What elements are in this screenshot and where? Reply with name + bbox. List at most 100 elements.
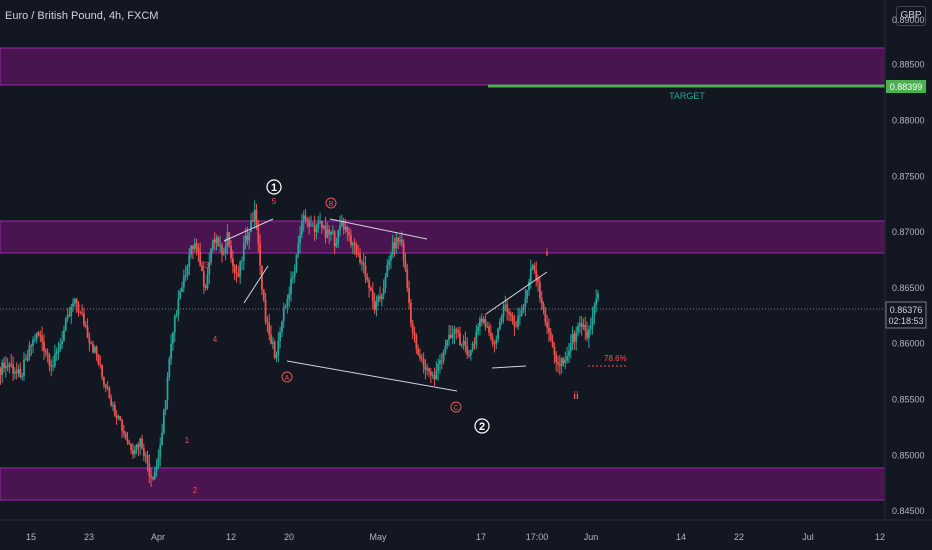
candle-up (453, 329, 456, 335)
candle-up (241, 260, 243, 262)
wave-a-label: A (285, 375, 290, 382)
candle-up (63, 330, 65, 341)
candle-down (37, 332, 40, 335)
candle-up (330, 232, 332, 235)
candle-up (239, 261, 242, 277)
candle-down (217, 237, 220, 247)
candle-down (586, 330, 589, 339)
candle-up (1, 362, 4, 375)
candle-down (557, 362, 559, 365)
price-tick-label: 0.85500 (892, 394, 925, 404)
candle-up (377, 296, 380, 302)
candle-up (66, 314, 69, 320)
candle-up (360, 262, 363, 264)
zones-layer (0, 47, 886, 501)
candle-up (502, 306, 505, 317)
candle-up (322, 225, 325, 229)
candle-up (170, 343, 173, 360)
time-tick-label: 14 (676, 532, 686, 542)
price-tick-label: 0.84500 (892, 506, 925, 516)
bar-countdown-text: 02:18:53 (888, 316, 923, 326)
candle-down (484, 319, 487, 327)
candle-down (50, 365, 53, 367)
candle-up (72, 303, 74, 307)
wave-1-channel-upper[interactable] (223, 218, 274, 242)
wave-2-channel-upper[interactable] (329, 218, 428, 240)
wave-1-primary-circle (266, 179, 282, 195)
candle-up (161, 432, 163, 445)
candle-down (508, 311, 510, 314)
wave-c-circle (450, 401, 462, 413)
wave-2-channel-lower[interactable] (286, 360, 458, 392)
candle-down (237, 273, 240, 277)
candle-up (462, 341, 465, 344)
wave-a-circle (281, 371, 293, 383)
candle-up (337, 230, 340, 244)
price-axis[interactable]: 0.89000 0.88500 0.88000 0.87500 0.87000 0.86… (884, 0, 927, 520)
candle-down (195, 243, 198, 248)
candle-down (121, 420, 123, 431)
candle-down (457, 330, 460, 333)
candle-down (90, 343, 93, 345)
candle-up (164, 400, 167, 411)
candle-up (335, 243, 338, 247)
candle-down (422, 359, 425, 367)
candle-down (324, 225, 327, 238)
sub-wave-channel-upper[interactable] (485, 271, 548, 315)
candle-up (282, 307, 285, 322)
candle-up (23, 359, 25, 376)
price-tick-label: 0.87000 (892, 227, 925, 237)
candle-down (368, 280, 371, 288)
candle-up (208, 262, 211, 275)
candle-up (222, 252, 225, 255)
candle-up (173, 315, 176, 333)
candle-up (380, 294, 383, 300)
candle-up (215, 237, 218, 243)
candle-up (442, 352, 445, 361)
candle-down (455, 329, 458, 331)
candle-up (57, 349, 60, 352)
candle-up (210, 248, 212, 263)
candle-up (522, 307, 525, 311)
candle-down (362, 262, 365, 266)
candle-down (373, 300, 376, 311)
target-label: TARGET (669, 91, 705, 101)
wave-1-channel-lower[interactable] (243, 265, 269, 304)
candle-up (582, 324, 585, 327)
candle-down (251, 220, 254, 222)
candle-down (549, 332, 552, 341)
candle-down (342, 220, 345, 230)
candle-up (439, 360, 441, 365)
candle-up (64, 319, 67, 331)
candle-down (262, 289, 265, 300)
candle-down (259, 243, 262, 266)
candle-down (473, 343, 476, 345)
wave-1-primary-label: 1 (271, 182, 277, 194)
time-axis[interactable]: 15 23 Apr 12 20 May 17 17:00 Jun 14 22 Jul 12 (0, 519, 932, 542)
candle-down (130, 444, 133, 451)
time-tick-label: May (369, 532, 387, 542)
candle-up (593, 305, 596, 316)
currency-badge[interactable]: GBP (896, 6, 926, 26)
sub-wave-channel-lower[interactable] (491, 365, 527, 369)
candle-down (562, 358, 565, 363)
candle-down (273, 341, 276, 358)
candle-up (181, 287, 183, 292)
candle-down (192, 245, 194, 250)
candle-up (188, 254, 191, 267)
candle-down (328, 229, 331, 235)
candle-down (264, 299, 267, 322)
candle-up (315, 228, 318, 233)
candle-down (535, 270, 538, 280)
candle-down (466, 346, 469, 355)
wave-b-circle (325, 197, 337, 209)
candle-up (426, 368, 429, 370)
time-tick-label: 22 (734, 532, 744, 542)
candle-down (10, 363, 13, 365)
candle-up (73, 299, 76, 304)
candle-down (548, 327, 550, 333)
candle-down (6, 365, 9, 367)
candle-up (469, 349, 472, 356)
candle-up (186, 266, 189, 275)
